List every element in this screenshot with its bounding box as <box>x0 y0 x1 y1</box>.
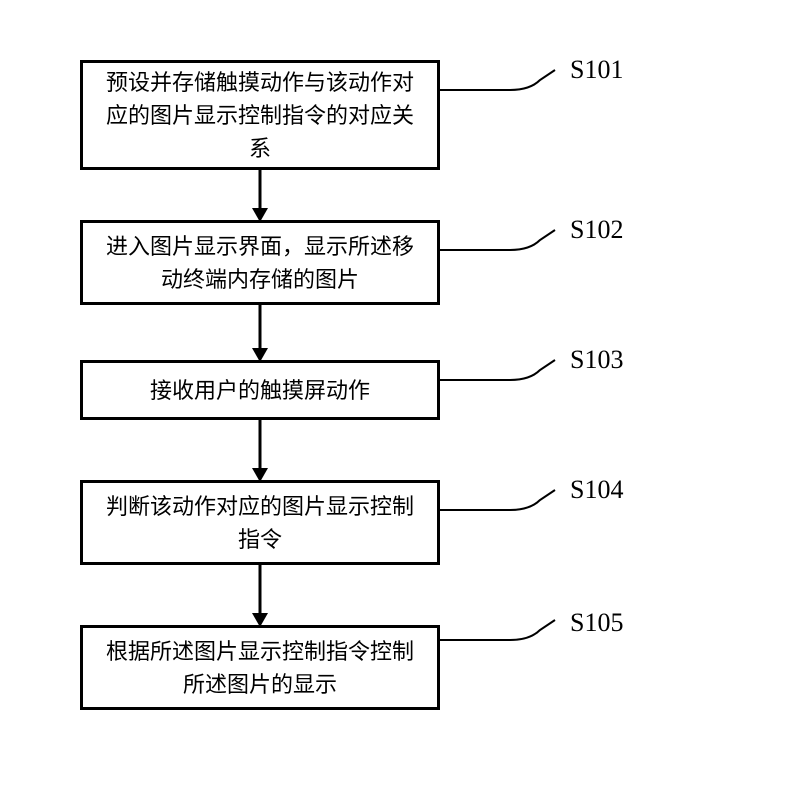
label-connector-1 <box>440 75 570 105</box>
label-connector-3 <box>440 365 570 395</box>
label-connector-4 <box>440 495 570 525</box>
flow-step-4: 判断该动作对应的图片显示控制指令 <box>80 480 440 565</box>
step-label-1: S101 <box>570 55 623 85</box>
label-connector-2 <box>440 235 570 265</box>
arrow-1-2 <box>259 170 262 210</box>
label-connector-5 <box>440 625 570 655</box>
step-label-2: S102 <box>570 215 623 245</box>
flow-step-3-text: 接收用户的触摸屏动作 <box>150 374 370 407</box>
flow-step-2-text: 进入图片显示界面，显示所述移动终端内存储的图片 <box>103 230 417 296</box>
flow-step-5-text: 根据所述图片显示控制指令控制所述图片的显示 <box>103 635 417 701</box>
flow-step-3: 接收用户的触摸屏动作 <box>80 360 440 420</box>
flow-step-1: 预设并存储触摸动作与该动作对应的图片显示控制指令的对应关系 <box>80 60 440 170</box>
step-label-3: S103 <box>570 345 623 375</box>
arrow-3-4 <box>259 420 262 470</box>
arrow-4-5 <box>259 565 262 615</box>
flow-step-5: 根据所述图片显示控制指令控制所述图片的显示 <box>80 625 440 710</box>
arrow-2-3 <box>259 305 262 350</box>
step-label-4: S104 <box>570 475 623 505</box>
flow-step-1-text: 预设并存储触摸动作与该动作对应的图片显示控制指令的对应关系 <box>103 66 417 165</box>
flow-step-2: 进入图片显示界面，显示所述移动终端内存储的图片 <box>80 220 440 305</box>
step-label-5: S105 <box>570 608 623 638</box>
flow-step-4-text: 判断该动作对应的图片显示控制指令 <box>103 490 417 556</box>
